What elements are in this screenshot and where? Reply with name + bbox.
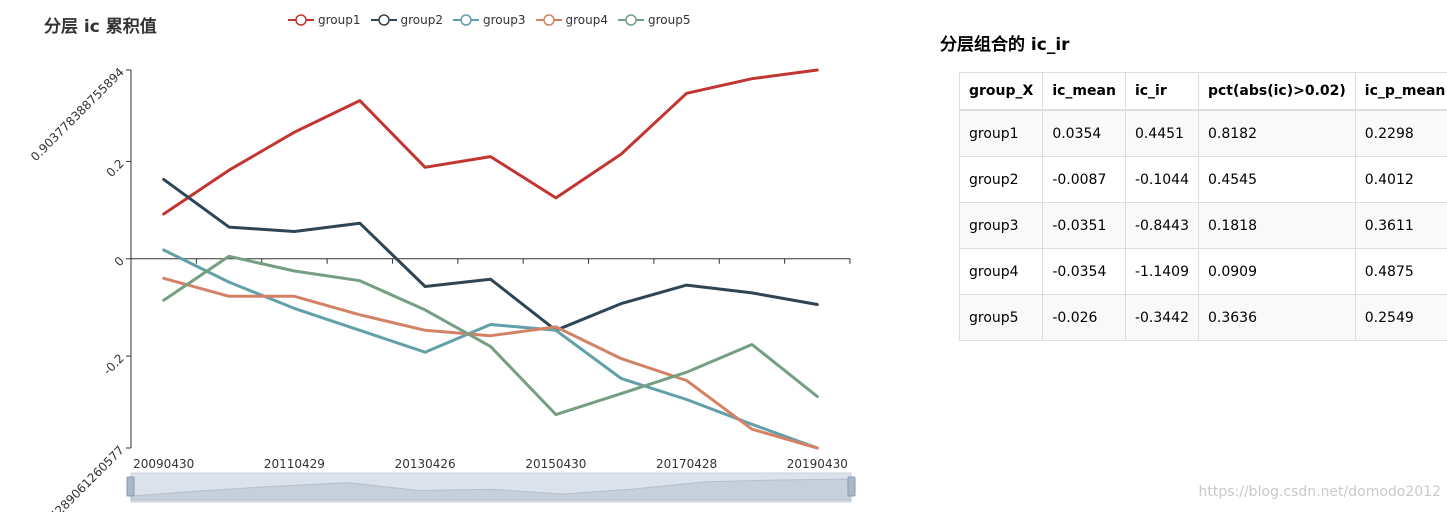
table-cell: 0.4875 xyxy=(1354,248,1447,295)
table-cell: -0.1044 xyxy=(1124,156,1199,203)
table-cell: group1 xyxy=(958,109,1044,157)
column-header: pct(abs(ic)>0.02) xyxy=(1197,72,1356,111)
table-cell: -0.026 xyxy=(1042,294,1126,341)
table-title: 分层组合的 ic_ir xyxy=(940,35,1070,55)
series-line-group1[interactable] xyxy=(162,68,819,216)
table-cell: -0.0354 xyxy=(1042,248,1126,295)
table-row: group4 -0.0354 -1.1409 0.0909 0.4875 xyxy=(958,248,1447,295)
table-row: group1 0.0354 0.4451 0.8182 0.2298 xyxy=(958,109,1447,157)
table-cell: group3 xyxy=(958,202,1044,249)
legend-line-circle-icon xyxy=(370,14,397,26)
y-bound-label: 0.903778388755894 xyxy=(28,65,127,164)
table-row: group5 -0.026 -0.3442 0.3636 0.2549 xyxy=(958,294,1447,341)
legend-label: group3 xyxy=(483,13,526,27)
x-tick-label: 20190430 xyxy=(787,457,848,471)
legend-label: group1 xyxy=(318,13,361,27)
table-cell: group5 xyxy=(958,294,1044,341)
line-chart: -0.2 0 0.20.903778388755894 -0.528906126057… xyxy=(28,65,856,512)
table-header-row: group_X ic_mean ic_ir pct(abs(ic)>0.02) ic_p… xyxy=(958,72,1447,111)
table-cell: -1.1409 xyxy=(1124,248,1199,295)
legend-label: group2 xyxy=(400,13,444,27)
column-header: ic_p_mean xyxy=(1354,72,1447,111)
table-cell: 0.8182 xyxy=(1197,109,1356,157)
legend-label: group4 xyxy=(565,13,609,27)
y-bound-label: -0.528906126057​7 xyxy=(36,443,127,512)
table-cell: 0.1818 xyxy=(1197,202,1356,249)
series-line-group4[interactable] xyxy=(162,276,819,450)
legend-line-circle-icon xyxy=(453,14,479,26)
table-cell: 0.2298 xyxy=(1354,109,1447,157)
table-cell: group2 xyxy=(958,156,1044,203)
series-line-group5[interactable] xyxy=(162,254,819,417)
y-tick-label: -0.2 xyxy=(100,351,126,377)
datazoom-right-handle[interactable] xyxy=(847,476,856,497)
y-tick-label: 0 xyxy=(112,254,127,269)
series-line-group3[interactable] xyxy=(162,248,819,450)
legend-item-group3[interactable]: group3 xyxy=(453,13,526,27)
x-tick-label: 20130426 xyxy=(395,457,456,471)
x-tick-label: 20110429 xyxy=(264,457,325,471)
column-header: ic_mean xyxy=(1042,72,1126,111)
table-row: group3 -0.0351 -0.8443 0.1818 0.3611 xyxy=(958,202,1447,249)
chart-legend: group1 group2 group3 group4 group5 xyxy=(288,10,691,30)
table-cell: 0.0354 xyxy=(1042,109,1126,157)
table-cell: 0.0909 xyxy=(1197,248,1356,295)
column-header: group_X xyxy=(958,72,1044,111)
legend-line-circle-icon xyxy=(288,14,314,26)
watermark: https://blog.csdn.net/domodo2012 xyxy=(1198,484,1442,500)
x-tick-label: 20150430 xyxy=(525,457,586,471)
table-cell: 0.2549 xyxy=(1354,294,1447,341)
chart-title: 分层 ic 累积值 xyxy=(44,17,157,37)
table-cell: group4 xyxy=(958,248,1044,295)
legend-item-group2[interactable]: group2 xyxy=(370,13,444,27)
datazoom-preview xyxy=(130,478,852,501)
table-cell: -0.3442 xyxy=(1124,294,1199,341)
table-cell: 0.4451 xyxy=(1124,109,1199,157)
legend-item-group5[interactable]: group5 xyxy=(618,13,691,27)
legend-item-group4[interactable]: group4 xyxy=(535,13,609,27)
y-tick-label: 0.2 xyxy=(104,156,127,179)
x-tick-label: 20090430 xyxy=(133,457,194,471)
series-line-group2[interactable] xyxy=(162,177,819,332)
table-cell: -0.0087 xyxy=(1042,156,1126,203)
table-cell: 0.4012 xyxy=(1354,156,1447,203)
x-tick-label: 20170428 xyxy=(656,457,717,471)
column-header: ic_ir xyxy=(1124,72,1199,111)
table-cell: 0.3636 xyxy=(1197,294,1356,341)
table-cell: 0.3611 xyxy=(1354,202,1447,249)
legend-line-circle-icon xyxy=(535,14,562,26)
datazoom-left-handle[interactable] xyxy=(126,476,135,497)
legend-line-circle-icon xyxy=(618,14,644,26)
table-cell: 0.4545 xyxy=(1197,156,1356,203)
table-row: group2 -0.0087 -0.1044 0.4545 0.4012 xyxy=(958,156,1447,203)
ic-ir-table: group_X ic_mean ic_ir pct(abs(ic)>0.02) ic_p… xyxy=(958,72,1447,341)
legend-item-group1[interactable]: group1 xyxy=(288,13,361,27)
legend-label: group5 xyxy=(648,13,691,27)
table-cell: -0.0351 xyxy=(1042,202,1126,249)
table-cell: -0.8443 xyxy=(1124,202,1199,249)
